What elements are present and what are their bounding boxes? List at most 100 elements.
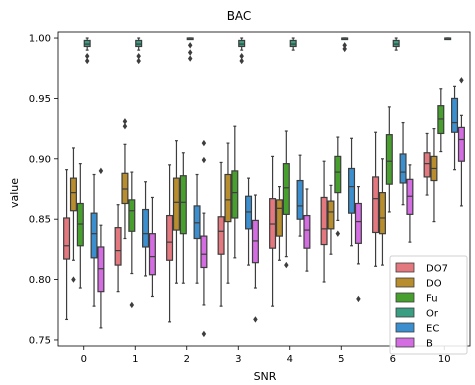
outlier-point (342, 45, 347, 53)
box-iqr (63, 217, 71, 260)
box-iqr (166, 214, 174, 261)
outlier-point (84, 57, 90, 65)
plot-frame (57, 31, 471, 347)
box-DO-3 (224, 142, 232, 284)
x-tick-label: 10 (438, 354, 451, 365)
box-iqr (83, 39, 91, 48)
legend-label-EC: EC (426, 324, 439, 335)
box-iqr (378, 192, 386, 235)
legend-label-B: B (426, 339, 433, 350)
box-B-10 (457, 77, 465, 207)
box-DO-2 (172, 140, 180, 284)
legend: DO7 DO Fu Or EC B (389, 255, 468, 355)
x-tick-label: 3 (235, 354, 241, 365)
outlier-point (71, 276, 76, 283)
box-iqr (245, 195, 253, 230)
y-axis-label: value (8, 178, 21, 208)
box-iqr (69, 177, 77, 212)
box-Fu-10 (437, 88, 445, 153)
y-tick-label: 0.90 (29, 154, 51, 165)
box-Or-3 (238, 37, 246, 65)
x-tick-label: 1 (132, 354, 138, 365)
legend-swatch-Fu (395, 292, 415, 303)
box-DO7-0 (63, 169, 71, 321)
box-DO-10 (430, 128, 438, 223)
box-iqr (334, 155, 342, 194)
legend-swatch-B (395, 337, 415, 348)
outlier-point (187, 42, 193, 49)
outlier-point (122, 123, 128, 130)
legend-label-Fu: Fu (426, 294, 438, 305)
outlier-point (459, 77, 464, 84)
box-iqr (399, 153, 407, 184)
box-B-6 (406, 164, 414, 243)
legend-label-Or: Or (426, 309, 439, 320)
box-DO7-2 (166, 164, 174, 323)
box-iqr (142, 208, 150, 248)
box-EC-6 (399, 121, 407, 206)
box-B-2 (200, 139, 208, 338)
box-iqr (282, 163, 290, 215)
box-B-3 (251, 194, 259, 323)
box-iqr (238, 39, 246, 48)
box-iqr (172, 177, 180, 231)
outlier-point (284, 261, 289, 269)
box-iqr (200, 235, 208, 269)
legend-label-DO7: DO7 (426, 264, 448, 275)
box-iqr (372, 176, 380, 234)
box-Or-5 (341, 37, 349, 53)
box-DO7-10 (423, 132, 431, 196)
box-EC-3 (245, 177, 253, 266)
outlier-point (187, 49, 193, 56)
box-iqr (251, 219, 259, 264)
box-iqr (423, 152, 431, 178)
box-Fu-4 (282, 130, 290, 269)
outlier-point (122, 118, 128, 125)
box-Fu-1 (128, 171, 136, 309)
y-axis: 0.75 0.80 0.85 0.90 0.95 1.00 (29, 34, 58, 346)
box-iqr (224, 173, 232, 223)
outlier-point (136, 57, 141, 65)
box-Or-6 (392, 37, 400, 51)
outlier-point (239, 57, 244, 65)
box-EC-0 (90, 173, 98, 307)
y-tick-label: 1.00 (29, 34, 51, 45)
box-iqr (76, 202, 84, 247)
box-EC-5 (348, 137, 356, 247)
box-B-5 (354, 185, 362, 303)
box-EC-10 (451, 85, 459, 171)
box-iqr (128, 199, 136, 232)
outlier-point (84, 52, 90, 60)
box-Or-10 (444, 37, 452, 41)
outlier-point (335, 230, 341, 237)
box-DO-0 (69, 147, 77, 283)
box-Or-0 (83, 37, 91, 65)
y-tick-label: 0.75 (29, 335, 51, 346)
box-Fu-6 (385, 106, 393, 213)
outlier-point (187, 55, 193, 62)
box-Or-1 (135, 37, 143, 65)
outlier-point (201, 139, 207, 147)
box-DO7-6 (372, 131, 380, 267)
box-iqr (97, 246, 105, 293)
box-iqr (121, 172, 129, 205)
box-iqr (90, 212, 98, 259)
box-DO7-3 (217, 161, 225, 307)
box-iqr (114, 227, 122, 266)
box-iqr (303, 214, 311, 249)
box-iqr (406, 178, 414, 215)
outlier-point (129, 301, 135, 309)
boxes-layer (63, 37, 465, 338)
box-iqr (135, 39, 143, 48)
y-tick-label: 0.95 (29, 94, 51, 105)
outlier-point (253, 316, 258, 323)
legend-swatch-EC (395, 322, 415, 333)
box-Or-4 (289, 37, 297, 51)
box-Fu-0 (76, 163, 84, 289)
box-iqr (289, 39, 297, 48)
box-DO-6 (378, 158, 386, 266)
box-iqr (269, 198, 277, 249)
outlier-point (136, 52, 141, 60)
box-iqr (457, 126, 465, 162)
